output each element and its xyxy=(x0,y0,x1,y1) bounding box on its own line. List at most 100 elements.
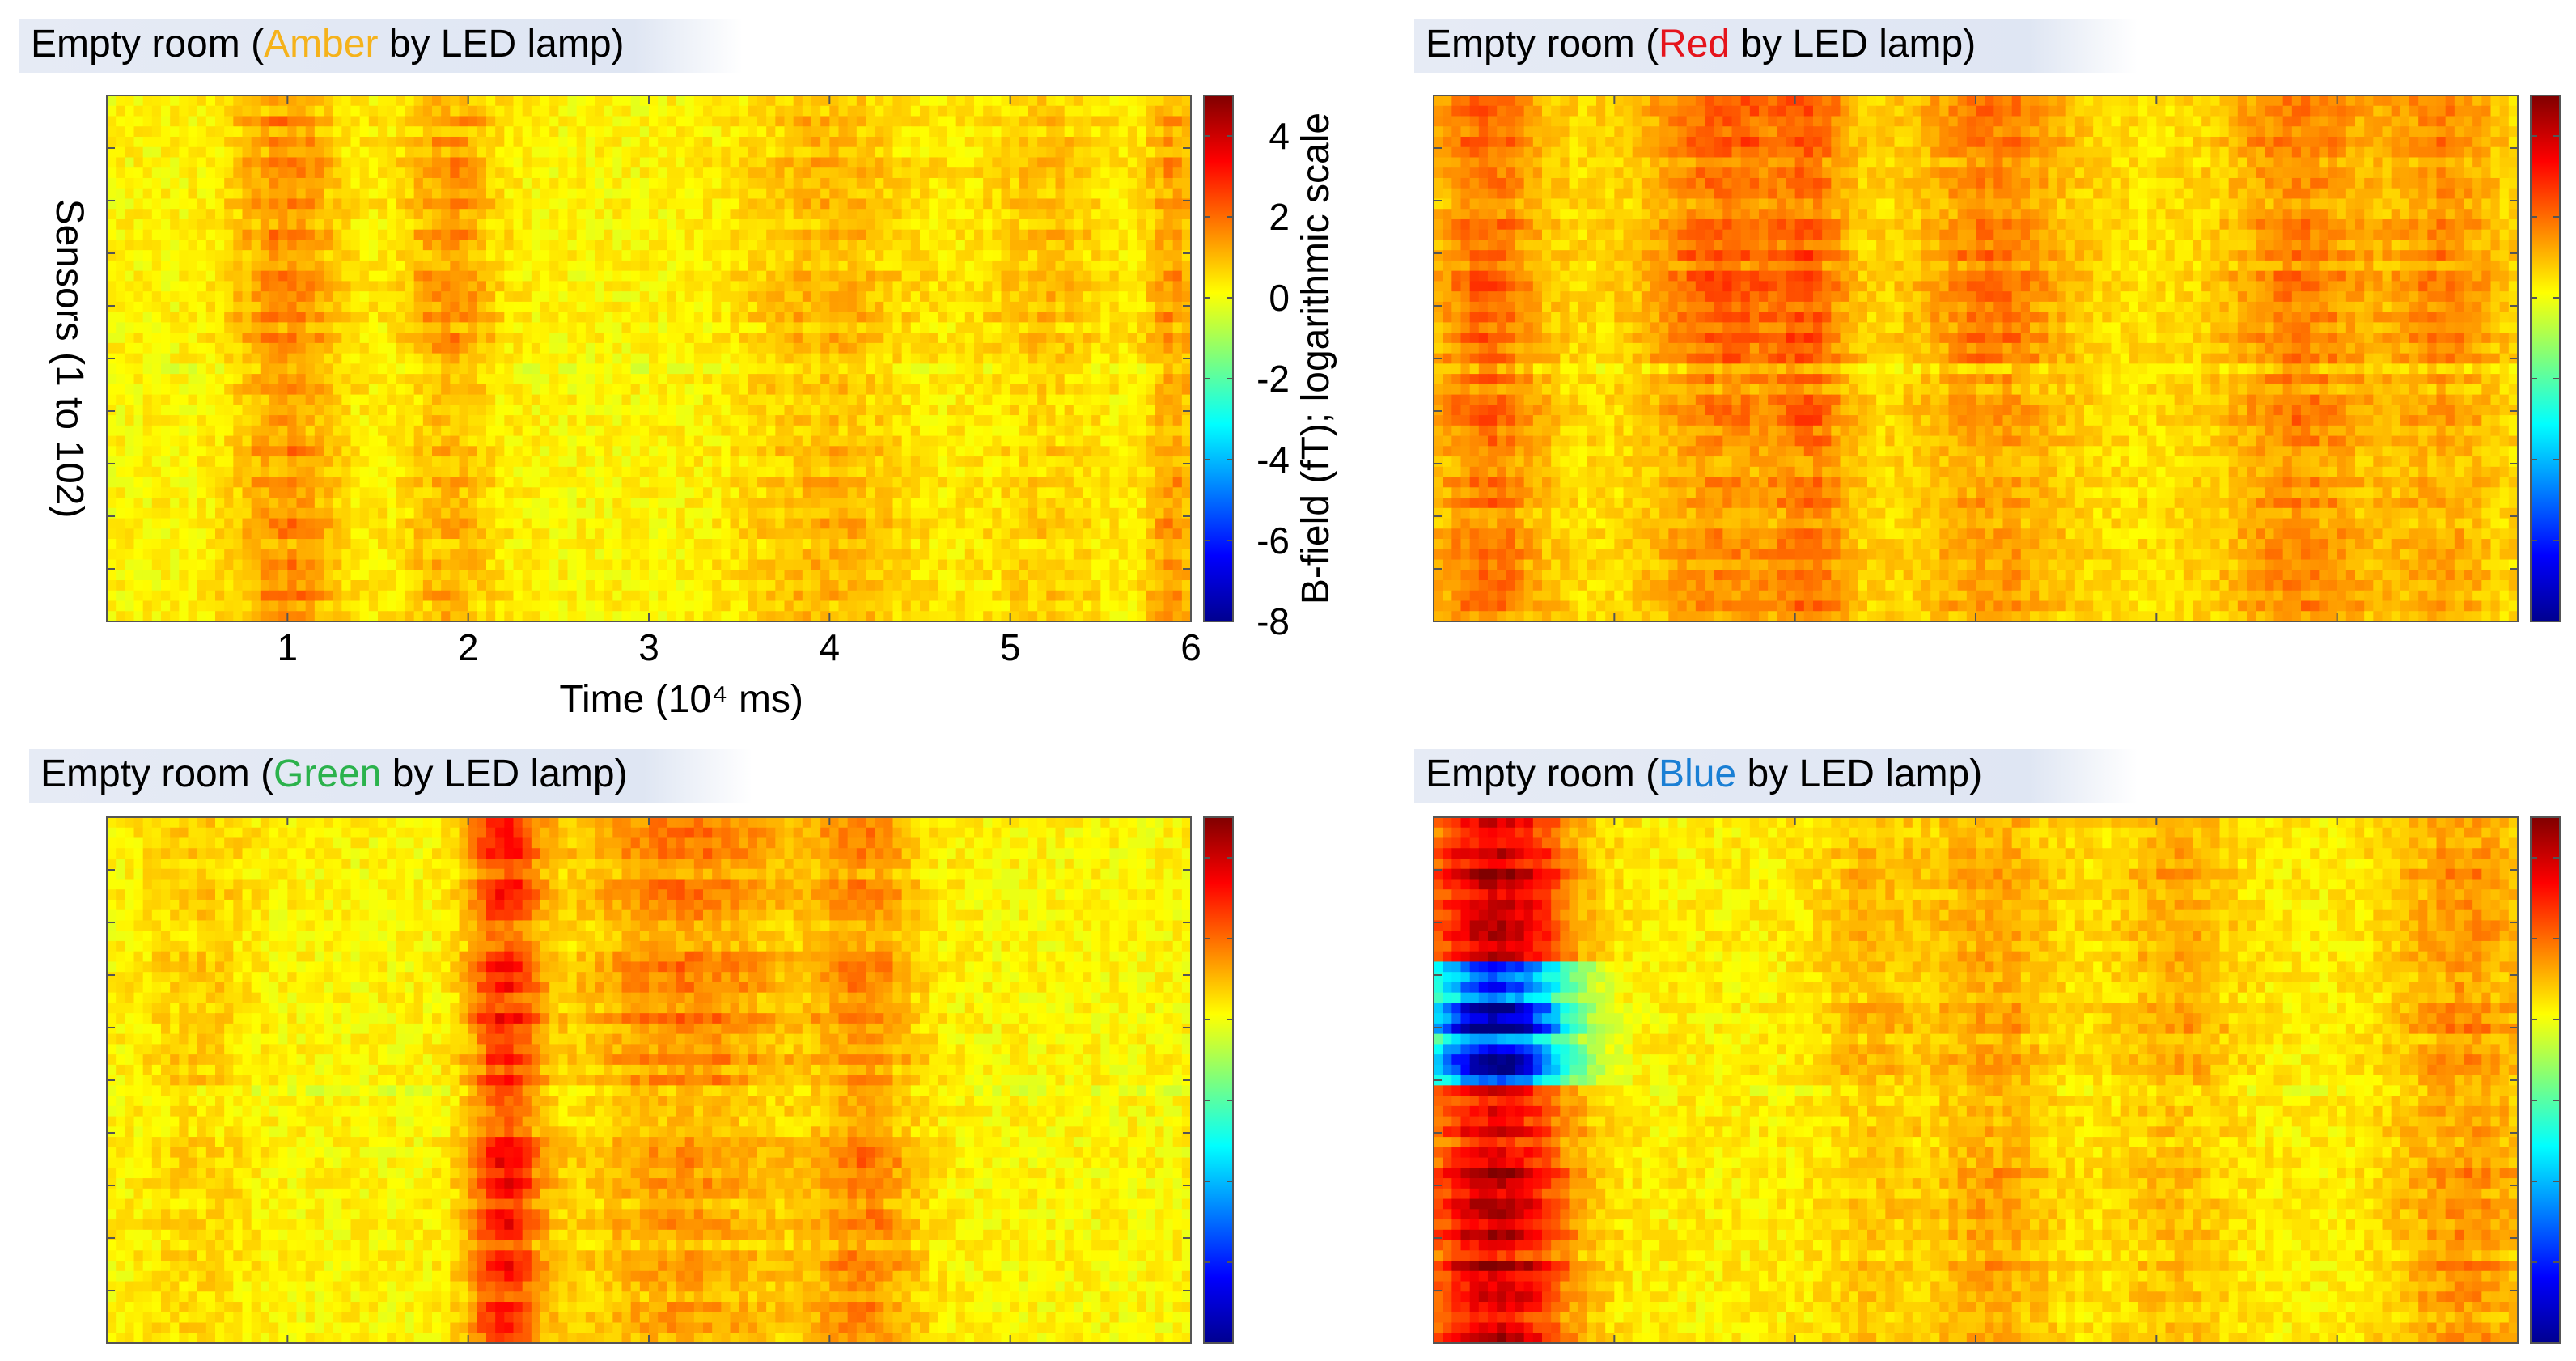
heatmap-cell xyxy=(486,229,496,241)
heatmap-cell xyxy=(513,374,523,385)
heatmap-cell xyxy=(422,507,433,519)
heatmap-cell xyxy=(459,394,469,405)
heatmap-cell xyxy=(531,363,541,375)
heatmap-cell xyxy=(324,435,333,447)
heatmap-cell xyxy=(621,177,632,189)
heatmap-cell xyxy=(612,312,623,323)
heatmap-cell xyxy=(875,374,884,385)
heatmap-cell xyxy=(151,116,162,127)
heatmap-cell xyxy=(459,301,469,313)
heatmap-cell xyxy=(811,116,821,127)
heatmap-cell xyxy=(233,342,244,354)
heatmap-cell xyxy=(269,415,279,426)
heatmap-cell xyxy=(1163,363,1174,375)
heatmap-cell xyxy=(721,374,731,385)
heatmap-cell xyxy=(1073,322,1083,333)
heatmap-cell xyxy=(639,342,650,354)
heatmap-cell xyxy=(947,167,957,179)
heatmap-cell xyxy=(947,218,957,231)
heatmap-cell xyxy=(413,250,424,261)
heatmap-cell xyxy=(649,374,659,385)
heatmap-cell xyxy=(875,146,884,159)
heatmap-cell xyxy=(703,229,713,241)
heatmap-cell xyxy=(639,240,650,251)
heatmap-cell xyxy=(1146,126,1155,138)
heatmap-cell xyxy=(422,477,433,488)
heatmap-cell xyxy=(233,374,244,385)
heatmap-cell xyxy=(875,157,884,168)
heatmap-cell xyxy=(540,281,550,292)
heatmap-cell xyxy=(531,209,541,220)
heatmap-cell xyxy=(486,250,496,261)
heatmap-cell xyxy=(368,415,379,426)
heatmap-cell xyxy=(703,250,713,261)
heatmap-cell xyxy=(676,312,686,323)
heatmap-cell xyxy=(1118,136,1129,148)
heatmap-cell xyxy=(522,281,532,292)
heatmap-cell xyxy=(495,394,505,405)
heatmap-cell xyxy=(125,466,135,478)
heatmap-cell xyxy=(766,270,776,282)
heatmap-cell xyxy=(1172,507,1183,519)
heatmap-cell xyxy=(1001,498,1011,509)
heatmap-cell xyxy=(1172,240,1183,251)
heatmap-cell xyxy=(901,446,912,457)
heatmap-cell xyxy=(125,518,135,529)
heatmap-cell xyxy=(793,487,803,498)
heatmap-cell xyxy=(1083,218,1092,231)
heatmap-cell xyxy=(133,498,144,509)
heatmap-cell xyxy=(964,198,975,210)
heatmap-cell xyxy=(1083,198,1092,210)
heatmap-cell xyxy=(1010,374,1020,385)
heatmap-cell xyxy=(251,260,261,272)
heatmap-cell xyxy=(251,384,261,396)
heatmap-cell xyxy=(368,363,379,375)
heatmap-cell xyxy=(1028,177,1038,189)
heatmap-cell xyxy=(205,487,216,498)
heatmap-cell xyxy=(1073,167,1083,179)
heatmap-cell xyxy=(920,405,930,416)
heatmap-cell xyxy=(1083,333,1092,344)
heatmap-cell xyxy=(883,209,894,220)
heatmap-cell xyxy=(1083,105,1092,117)
heatmap-cell xyxy=(838,177,849,189)
heatmap-cell xyxy=(1118,146,1129,159)
heatmap-cell xyxy=(278,466,288,478)
heatmap-cell xyxy=(1083,353,1092,364)
heatmap-cell xyxy=(947,425,957,437)
heatmap-cell xyxy=(305,363,316,375)
heatmap-cell xyxy=(1001,435,1011,447)
heatmap-cell xyxy=(1172,498,1183,509)
heatmap-cell xyxy=(811,270,821,282)
heatmap-cell xyxy=(974,281,984,292)
heatmap-cell xyxy=(233,270,244,282)
heatmap-cell xyxy=(1046,466,1057,478)
heatmap-cell xyxy=(531,167,541,179)
heatmap-cell xyxy=(883,157,894,168)
heatmap-cell xyxy=(955,466,966,478)
heatmap-cell xyxy=(224,270,234,282)
heatmap-cell xyxy=(576,198,587,210)
heatmap-cell xyxy=(974,167,984,179)
heatmap-cell xyxy=(612,415,623,426)
heatmap-cell xyxy=(892,477,903,488)
heatmap-cell xyxy=(1091,281,1101,292)
heatmap-cell xyxy=(1146,240,1155,251)
heatmap-cell xyxy=(757,95,767,107)
heatmap-cell xyxy=(341,250,352,261)
heatmap-cell xyxy=(170,116,180,127)
heatmap-cell xyxy=(1100,456,1111,468)
heatmap-cell xyxy=(1019,157,1029,168)
heatmap-cell xyxy=(739,291,749,303)
heatmap-cell xyxy=(820,240,830,251)
heatmap-cell xyxy=(766,177,776,189)
heatmap-cell xyxy=(802,301,812,313)
heatmap-cell xyxy=(151,281,162,292)
heatmap-cell xyxy=(856,95,866,107)
heatmap-cell xyxy=(441,198,451,210)
heatmap-cell xyxy=(793,342,803,354)
heatmap-cell xyxy=(459,281,469,292)
heatmap-cell xyxy=(820,301,830,313)
heatmap-cell xyxy=(1001,209,1011,220)
heatmap-cell xyxy=(314,240,324,251)
